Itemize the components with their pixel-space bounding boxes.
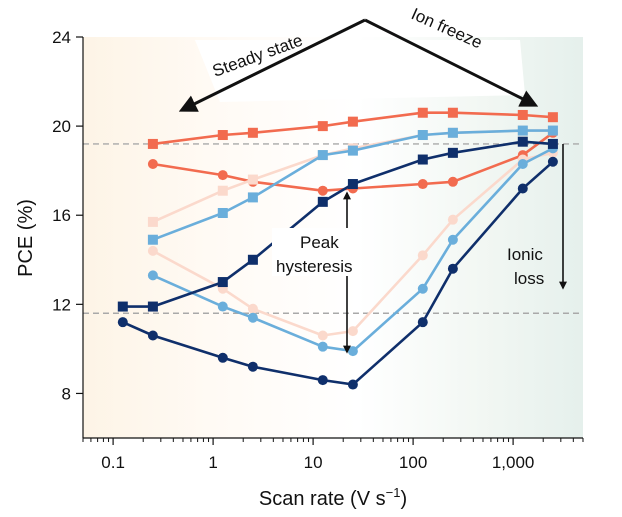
data-point-square: [247, 174, 258, 185]
series-line: [122, 140, 553, 308]
data-point-square: [247, 127, 258, 138]
data-point-circle: [117, 317, 128, 328]
series-4: [147, 125, 558, 245]
peak-hysteresis-label-bg: [272, 228, 354, 276]
data-point-circle: [217, 301, 228, 312]
x-tick-label: 100: [399, 453, 427, 472]
data-point-square: [517, 125, 528, 136]
x-axis-title: Scan rate (V s−1): [259, 485, 407, 510]
x-tick-label: 1,000: [492, 453, 535, 472]
x-tick-label: 1: [208, 453, 217, 472]
data-point-circle: [317, 375, 328, 386]
ionic-loss-label-line2: loss: [514, 269, 544, 288]
steady-state-arrow: [178, 18, 366, 112]
data-point-square: [247, 254, 258, 265]
y-tick-label: 16: [52, 206, 71, 225]
data-point-square: [347, 116, 358, 127]
data-point-square: [547, 112, 558, 123]
data-point-circle: [517, 183, 528, 194]
data-point-circle: [217, 170, 228, 181]
data-point-square: [147, 301, 158, 312]
data-point-square: [317, 150, 328, 161]
series-6: [117, 136, 558, 312]
series-7: [117, 156, 558, 390]
data-point-circle: [447, 234, 458, 245]
data-point-circle: [547, 156, 558, 167]
data-point-circle: [317, 185, 328, 196]
data-point-circle: [347, 379, 358, 390]
data-point-square: [317, 121, 328, 132]
series-5: [147, 143, 558, 357]
data-point-circle: [147, 270, 158, 281]
data-point-square: [447, 127, 458, 138]
series-3: [147, 147, 558, 341]
data-point-square: [447, 107, 458, 118]
data-point-square: [147, 234, 158, 245]
data-point-square: [447, 147, 458, 158]
data-point-square: [417, 154, 428, 165]
data-point-circle: [317, 341, 328, 352]
peak-hysteresis-label-line1: Peak: [300, 233, 339, 252]
y-tick-label: 20: [52, 117, 71, 136]
data-point-square: [117, 301, 128, 312]
y-tick-label: 8: [62, 384, 71, 403]
y-axis-title: PCE (%): [15, 199, 37, 277]
data-point-square: [547, 125, 558, 136]
y-tick-label: 24: [52, 28, 71, 47]
data-point-circle: [447, 176, 458, 187]
data-point-circle: [417, 250, 428, 261]
data-point-circle: [417, 317, 428, 328]
data-point-square: [217, 185, 228, 196]
data-point-circle: [247, 303, 258, 314]
data-point-square: [417, 107, 428, 118]
x-axis-title-end: ): [400, 488, 407, 510]
ion-freeze-arrow: [364, 18, 539, 107]
data-point-square: [347, 179, 358, 190]
data-point-circle: [247, 312, 258, 323]
data-point-square: [247, 192, 258, 203]
data-point-circle: [317, 330, 328, 341]
data-point-square: [147, 138, 158, 149]
data-point-circle: [347, 326, 358, 337]
x-axis-title-main: Scan rate (V s: [259, 488, 386, 510]
x-tick-label: 0.1: [101, 453, 125, 472]
x-tick-label: 10: [304, 453, 323, 472]
series-0: [147, 107, 558, 149]
data-point-square: [517, 136, 528, 147]
data-point-square: [217, 277, 228, 288]
data-point-circle: [147, 158, 158, 169]
data-point-square: [517, 109, 528, 120]
data-point-circle: [217, 352, 228, 363]
series-line: [122, 160, 554, 386]
y-axis-ticks: 8 12 16 20 24: [52, 28, 83, 403]
data-point-circle: [417, 179, 428, 190]
data-point-square: [317, 196, 328, 207]
x-axis-ticks: 0.1 1 10 100 1,000: [82, 438, 584, 472]
data-point-circle: [147, 330, 158, 341]
data-point-square: [547, 138, 558, 149]
data-point-square: [347, 145, 358, 156]
y-tick-label: 12: [52, 295, 71, 314]
data-point-circle: [347, 346, 358, 357]
data-point-square: [217, 207, 228, 218]
data-point-square: [217, 130, 228, 141]
data-point-square: [417, 130, 428, 141]
reference-lines: [83, 143, 583, 314]
data-series: [117, 107, 558, 390]
data-point-square: [147, 216, 158, 227]
annotation-banner: [195, 40, 525, 102]
data-point-circle: [147, 245, 158, 256]
ionic-loss-label-line1: Ionic: [507, 245, 543, 264]
data-point-circle: [517, 158, 528, 169]
data-point-circle: [447, 263, 458, 274]
peak-hysteresis-label-line2: hysteresis: [276, 257, 353, 276]
data-point-circle: [247, 361, 258, 372]
x-axis-title-superscript: −1: [386, 485, 401, 500]
data-point-circle: [447, 214, 458, 225]
data-point-circle: [417, 283, 428, 294]
